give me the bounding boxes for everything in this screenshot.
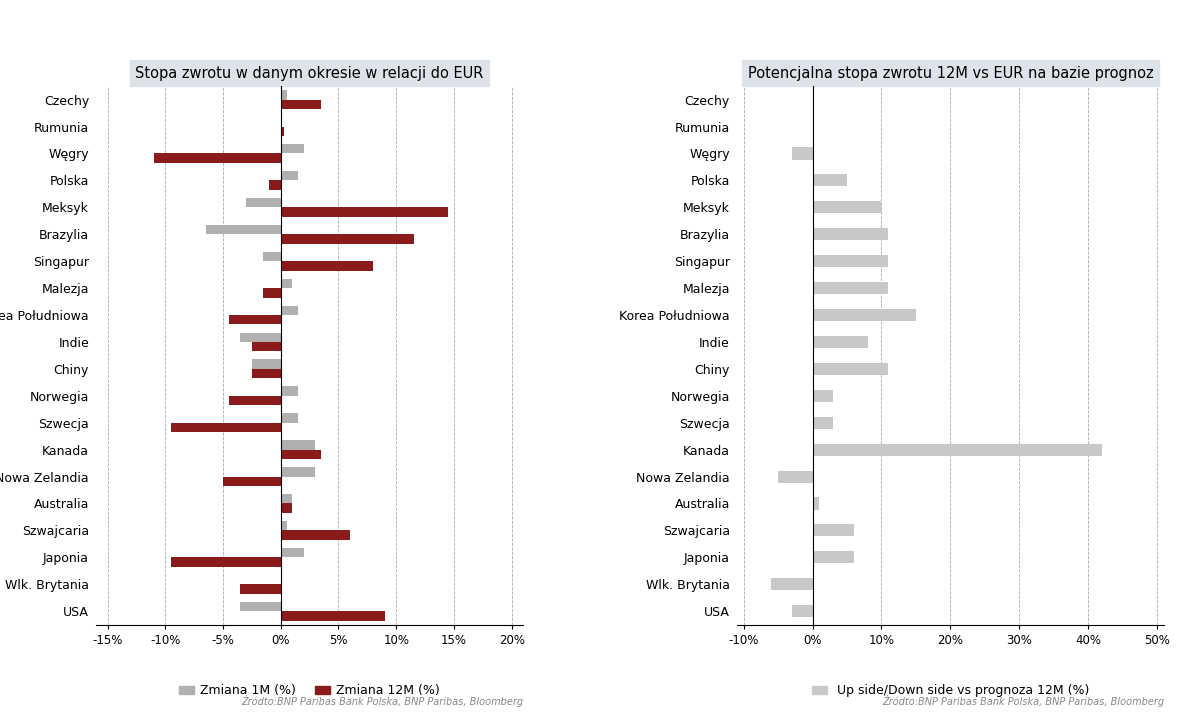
Bar: [281, 90, 287, 100]
Bar: [281, 279, 293, 288]
Bar: [812, 336, 868, 348]
Bar: [240, 584, 281, 594]
Bar: [812, 201, 882, 213]
Bar: [812, 309, 916, 321]
Title: Potencjalna stopa zwrotu 12M vs EUR na bazie prognoz: Potencjalna stopa zwrotu 12M vs EUR na b…: [748, 66, 1153, 81]
Bar: [269, 180, 281, 190]
Bar: [281, 440, 316, 449]
Bar: [281, 144, 304, 154]
Bar: [281, 100, 322, 109]
Bar: [229, 315, 281, 325]
Legend: Up side/Down side vs prognoza 12M (%): Up side/Down side vs prognoza 12M (%): [806, 679, 1094, 702]
Bar: [154, 154, 281, 163]
Bar: [812, 255, 888, 267]
Bar: [812, 174, 847, 187]
Bar: [281, 234, 414, 243]
Bar: [812, 363, 888, 375]
Bar: [252, 369, 281, 378]
Bar: [281, 467, 316, 477]
Bar: [240, 332, 281, 342]
Bar: [172, 557, 281, 567]
Bar: [281, 208, 448, 217]
Bar: [281, 449, 322, 459]
Bar: [281, 531, 350, 540]
Bar: [240, 602, 281, 611]
Bar: [281, 494, 293, 503]
Bar: [281, 611, 385, 620]
Bar: [281, 126, 284, 136]
Bar: [281, 386, 298, 396]
Bar: [812, 282, 888, 294]
Bar: [223, 477, 281, 486]
Bar: [281, 548, 304, 557]
Bar: [281, 306, 298, 315]
Legend: Zmiana 1M (%), Zmiana 12M (%): Zmiana 1M (%), Zmiana 12M (%): [174, 679, 445, 702]
Bar: [812, 390, 833, 402]
Bar: [252, 342, 281, 351]
Bar: [252, 360, 281, 369]
Bar: [812, 551, 854, 564]
Text: Źródto:BNP Paribas Bank Polska, BNP Paribas, Bloomberg: Źródto:BNP Paribas Bank Polska, BNP Pari…: [882, 696, 1164, 707]
Bar: [812, 228, 888, 241]
Bar: [281, 414, 298, 423]
Bar: [812, 524, 854, 536]
Bar: [772, 578, 812, 590]
Bar: [281, 261, 373, 271]
Bar: [246, 198, 281, 208]
Bar: [281, 521, 287, 531]
Bar: [264, 252, 281, 261]
Bar: [264, 288, 281, 297]
Bar: [792, 605, 812, 617]
Title: Stopa zwrotu w danym okresie w relacji do EUR: Stopa zwrotu w danym okresie w relacji d…: [136, 66, 484, 81]
Bar: [812, 444, 1102, 456]
Bar: [281, 171, 298, 180]
Bar: [778, 470, 812, 482]
Bar: [812, 416, 833, 429]
Bar: [172, 423, 281, 432]
Bar: [812, 498, 820, 510]
Bar: [792, 147, 812, 159]
Bar: [229, 396, 281, 405]
Text: Źródto:BNP Paribas Bank Polska, BNP Paribas, Bloomberg: Źródto:BNP Paribas Bank Polska, BNP Pari…: [241, 696, 523, 707]
Bar: [281, 503, 293, 513]
Bar: [205, 225, 281, 234]
